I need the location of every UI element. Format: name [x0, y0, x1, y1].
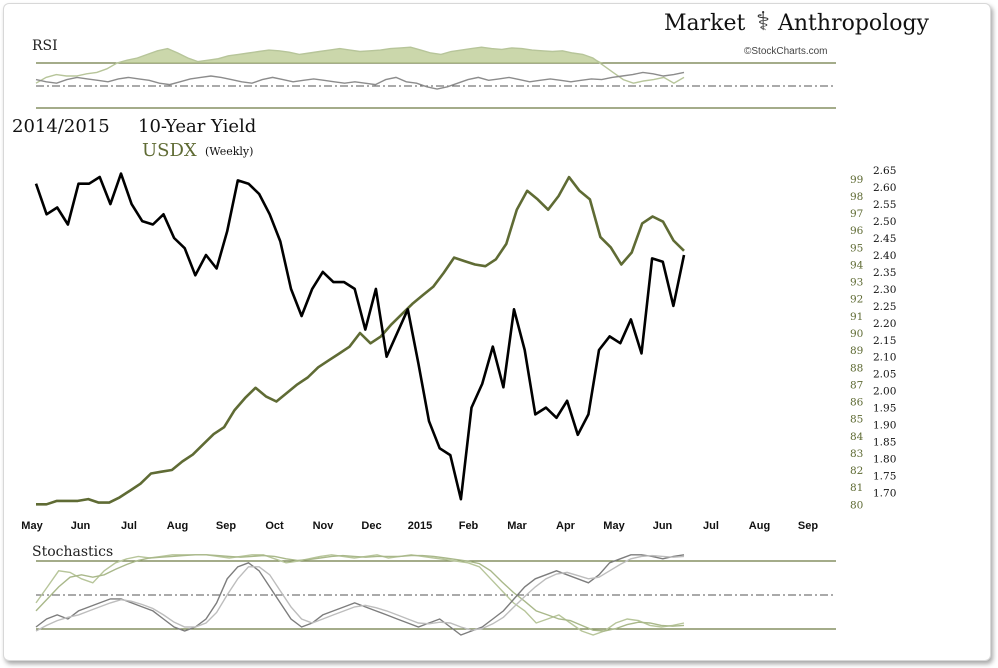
x-tick-label: May — [603, 520, 625, 532]
yield-tick-label: 2.35 — [873, 267, 896, 279]
chart-title-part2: 10-Year Yield — [138, 116, 256, 137]
x-tick-label: Aug — [749, 520, 770, 532]
yield-tick-label: 2.10 — [873, 352, 896, 364]
usdx-tick-label: 87 — [850, 379, 863, 391]
yield-tick-label: 2.30 — [873, 284, 896, 296]
x-tick-label: May — [21, 520, 43, 532]
usdx-rsi-fill — [36, 47, 684, 63]
yield-tick-label: 2.20 — [873, 318, 896, 330]
x-tick-label: Jul — [703, 520, 719, 532]
rsi-panel — [35, 46, 836, 109]
yield-stoch-d-line — [35, 554, 685, 632]
yield-tick-label: 2.25 — [873, 301, 896, 313]
yield-tick-label: 2.40 — [873, 250, 896, 262]
x-tick-label: Jul — [121, 520, 137, 532]
usdx-tick-label: 80 — [850, 499, 863, 511]
usdx-tick-label: 95 — [850, 242, 863, 254]
x-tick-label: Feb — [459, 520, 479, 532]
yield-line — [34, 172, 686, 501]
usdx-tick-label: 91 — [850, 311, 863, 323]
usdx-tick-label: 94 — [850, 259, 864, 271]
yield-tick-label: 2.55 — [873, 199, 896, 211]
main-panel — [34, 172, 686, 506]
yield-tick-label: 2.45 — [873, 233, 896, 245]
yield-tick-label: 1.75 — [873, 470, 896, 482]
dna-icon: ⚕ — [756, 7, 770, 37]
yield-tick-label: 2.15 — [873, 335, 896, 347]
usdx-tick-label: 98 — [850, 191, 863, 203]
usdx-tick-label: 81 — [850, 482, 863, 494]
x-tick-label: Mar — [507, 520, 527, 532]
yield-tick-label: 1.70 — [873, 487, 896, 499]
usdx-tick-label: 82 — [850, 465, 863, 477]
usdx-line — [36, 175, 685, 506]
yield-tick-label: 1.95 — [873, 403, 896, 415]
credit-text: ©StockCharts.com — [744, 46, 828, 57]
usdx-tick-label: 97 — [850, 208, 863, 220]
yield-tick-label: 1.85 — [873, 437, 896, 449]
x-tick-label: Sep — [216, 520, 236, 532]
usdx-tick-label: 93 — [850, 277, 863, 289]
yield-tick-label: 2.50 — [873, 216, 896, 228]
x-tick-label: Jun — [653, 520, 673, 532]
usdx-tick-label: 96 — [850, 225, 864, 237]
stoch-panel — [35, 554, 836, 636]
yield-tick-label: 2.65 — [873, 165, 896, 177]
usdx-subtitle-note: (Weekly) — [205, 145, 253, 158]
chart-frame — [3, 3, 991, 661]
usdx-tick-label: 86 — [850, 397, 864, 409]
yield-stoch-k-line — [35, 554, 685, 636]
usdx-tick-label: 84 — [850, 431, 864, 443]
usdx-tick-label: 83 — [850, 448, 863, 460]
yield-axis: 2.65 2.60 2.55 2.50 2.45 2.40 2.35 2.30 2.25 2.20… — [873, 165, 896, 499]
usdx-stoch-d-line — [35, 554, 685, 632]
yield-rsi-line — [35, 71, 685, 90]
yield-tick-label: 2.60 — [873, 182, 896, 194]
x-tick-label: Jun — [71, 520, 91, 532]
usdx-tick-label: 85 — [850, 414, 863, 426]
x-tick-label: Oct — [265, 520, 284, 532]
chart-title-part1: 2014/2015 — [12, 116, 110, 137]
usdx-tick-label: 88 — [850, 362, 863, 374]
yield-tick-label: 1.90 — [873, 420, 896, 432]
rsi-title: RSI — [32, 38, 58, 54]
x-tick-label: Apr — [556, 520, 576, 532]
usdx-rsi-line — [35, 46, 685, 85]
usdx-tick-label: 89 — [850, 345, 863, 357]
stoch-title: Stochastics — [32, 544, 113, 560]
yield-tick-label: 2.00 — [873, 386, 896, 398]
x-tick-label: Dec — [361, 520, 381, 532]
usdx-tick-label: 92 — [850, 294, 863, 306]
usdx-axis: 99 98 97 96 95 94 93 92 91 90 89 88 87 86 85 84 83 82 81 80 — [850, 174, 864, 511]
x-axis: May Jun Jul Aug Sep Oct Nov Dec 2015 Feb Mar Apr May… — [21, 520, 818, 532]
x-tick-label: 2015 — [408, 520, 432, 532]
usdx-tick-label: 90 — [850, 328, 863, 340]
x-tick-label: Sep — [798, 520, 818, 532]
brand-name-part2: Anthropology — [777, 11, 930, 36]
brand-name-part1: Market — [664, 11, 746, 36]
usdx-subtitle: USDX — [142, 140, 197, 161]
x-tick-label: Nov — [313, 520, 335, 532]
yield-tick-label: 1.80 — [873, 454, 896, 466]
x-tick-label: Aug — [167, 520, 188, 532]
yield-tick-label: 2.05 — [873, 369, 896, 381]
usdx-tick-label: 99 — [850, 174, 863, 186]
